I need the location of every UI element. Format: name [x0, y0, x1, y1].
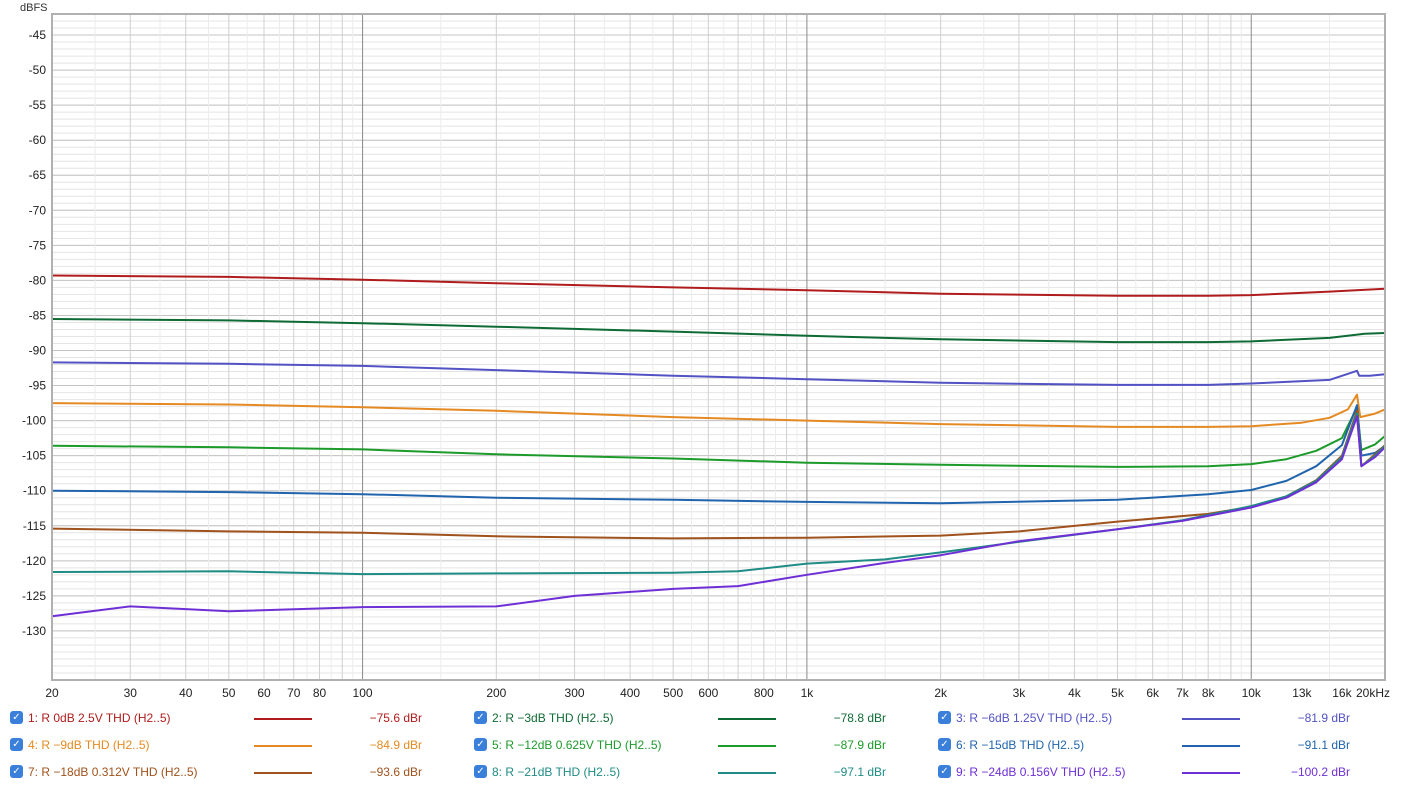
series-line-1 [51, 274, 1386, 297]
x-axis-ticks: 20 30 40 50 60 70 80 100 200 300 400 500 600 800 1k 2k 3… [45, 686, 1390, 700]
legend-swatch [254, 745, 312, 747]
y-tick-label: -50 [29, 63, 47, 77]
legend-label: 8: R −21dB THD (H2..5) [492, 765, 621, 779]
x-tick-label: 2k [934, 686, 948, 700]
legend-label: 3: R −6dB 1.25V THD (H2..5) [956, 711, 1113, 725]
x-tick-label: 20kHz [1356, 686, 1390, 700]
y-tick-label: -85 [29, 308, 47, 322]
legend-value: −91.1 dBr [1297, 738, 1350, 752]
x-tick-label: 6k [1146, 686, 1160, 700]
legend-value: −93.6 dBr [369, 765, 422, 779]
y-tick-label: -75 [29, 238, 47, 252]
y-tick-label: -60 [29, 133, 47, 147]
x-tick-label: 20 [45, 686, 59, 700]
legend-value: −97.1 dBr [833, 765, 886, 779]
y-tick-label: -95 [29, 379, 47, 393]
legend-value: −100.2 dBr [1290, 765, 1350, 779]
x-tick-label: 13k [1292, 686, 1312, 700]
legend-value: −81.9 dBr [1297, 711, 1350, 725]
legend-swatch [1182, 745, 1240, 747]
x-tick-label: 4k [1068, 686, 1082, 700]
legend-label: 4: R −9dB THD (H2..5) [28, 738, 150, 752]
x-tick-label: 8k [1202, 686, 1216, 700]
series-checkbox-2[interactable]: ✓ [474, 711, 487, 724]
legend-label: 1: R 0dB 2.5V THD (H2..5) [28, 711, 171, 725]
series-checkbox-9[interactable]: ✓ [938, 765, 951, 778]
x-tick-label: 3k [1013, 686, 1027, 700]
x-tick-label: 7k [1176, 686, 1190, 700]
x-tick-label: 80 [313, 686, 327, 700]
y-tick-label: -55 [29, 98, 47, 112]
series-line-3 [51, 361, 1386, 386]
legend-label: 5: R −12dB 0.625V THD (H2..5) [492, 738, 662, 752]
x-tick-label: 1k [801, 686, 815, 700]
legend-swatch [1182, 718, 1240, 720]
y-tick-label: -65 [29, 168, 47, 182]
y-tick-label: -100 [22, 414, 46, 428]
series-checkbox-4[interactable]: ✓ [10, 738, 23, 751]
x-tick-label: 200 [486, 686, 506, 700]
y-axis-label: dBFS [20, 2, 48, 14]
y-tick-label: -130 [22, 624, 46, 638]
y-tick-label: -80 [29, 273, 47, 287]
y-tick-label: -90 [29, 344, 47, 358]
y-tick-label: -70 [29, 203, 47, 217]
x-tick-label: 400 [620, 686, 640, 700]
y-tick-label: -120 [22, 554, 46, 568]
y-tick-label: -115 [23, 519, 46, 533]
series-checkbox-6[interactable]: ✓ [938, 738, 951, 751]
plot-area-background [52, 14, 1385, 680]
x-tick-label: 16k [1332, 686, 1352, 700]
legend-swatch [718, 718, 776, 720]
x-tick-label: 50 [222, 686, 236, 700]
legend-value: −84.9 dBr [369, 738, 422, 752]
y-axis-ticks: -45 -50 -55 -60 -65 -70 -75 -80 -85 -90 -95 -100 -10… [22, 28, 46, 638]
x-tick-label: 5k [1111, 686, 1125, 700]
legend-swatch [718, 745, 776, 747]
legend-swatch [718, 772, 776, 774]
series-checkbox-7[interactable]: ✓ [10, 765, 23, 778]
series-checkbox-3[interactable]: ✓ [938, 711, 951, 724]
legend-label: 9: R −24dB 0.156V THD (H2..5) [956, 765, 1126, 779]
thd-chart: -45 -50 -55 -60 -65 -70 -75 -80 -85 -90 -95 -100 -10… [20, 2, 1390, 700]
legend-value: −75.6 dBr [369, 711, 422, 725]
legend-swatch [254, 718, 312, 720]
y-tick-label: -45 [29, 28, 47, 42]
plot-area-border [51, 13, 1386, 681]
legend-value: −78.8 dBr [833, 711, 886, 725]
y-tick-label: -105 [22, 449, 46, 463]
x-tick-label: 10k [1242, 686, 1262, 700]
legend-value: −87.9 dBr [833, 738, 886, 752]
series-line-2 [51, 318, 1386, 344]
legend-swatch [1182, 772, 1240, 774]
legend-label: 2: R −3dB THD (H2..5) [492, 711, 614, 725]
legend-swatch [254, 772, 312, 774]
x-tick-label: 30 [124, 686, 138, 700]
series-line-4 [51, 393, 1386, 428]
series-checkbox-5[interactable]: ✓ [474, 738, 487, 751]
x-tick-label: 100 [353, 686, 373, 700]
series-checkbox-1[interactable]: ✓ [10, 711, 23, 724]
x-tick-label: 300 [565, 686, 585, 700]
series-checkbox-8[interactable]: ✓ [474, 765, 487, 778]
series-lines [51, 274, 1386, 618]
x-tick-label: 500 [663, 686, 683, 700]
legend-label: 6: R −15dB THD (H2..5) [956, 738, 1085, 752]
x-tick-label: 40 [179, 686, 193, 700]
x-tick-label: 70 [287, 686, 301, 700]
x-tick-label: 60 [257, 686, 271, 700]
grid-lines [51, 13, 1386, 681]
series-line-9 [51, 415, 1386, 618]
x-tick-label: 800 [754, 686, 774, 700]
x-tick-label: 600 [698, 686, 718, 700]
y-tick-label: -110 [23, 484, 46, 498]
legend-label: 7: R −18dB 0.312V THD (H2..5) [28, 765, 198, 779]
y-tick-label: -125 [22, 589, 46, 603]
